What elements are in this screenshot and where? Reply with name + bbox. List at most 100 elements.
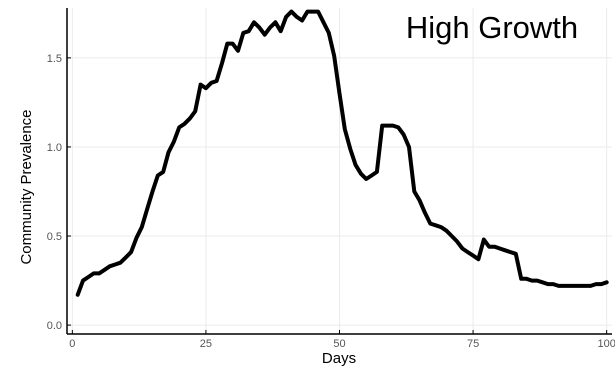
x-tick-label: 25 [200,338,212,350]
data-point [413,190,416,193]
data-point [333,55,335,57]
data-point [589,285,592,287]
data-point [536,279,538,282]
data-point [221,62,223,65]
data-point [205,87,207,89]
data-point [317,10,319,13]
data-point [466,251,469,253]
data-point [520,277,522,280]
data-point [552,283,555,285]
x-tick-label: 100 [597,338,615,350]
data-point [515,253,517,255]
data-point [397,126,400,129]
data-point [258,26,261,29]
data-point [269,26,271,29]
data-point [472,254,474,257]
data-point [498,247,501,250]
data-point [194,110,197,113]
data-point [381,124,384,127]
data-point [440,226,442,228]
data-point [354,163,357,166]
data-point [311,10,314,13]
data-point [338,92,341,95]
data-point [402,133,405,136]
data-point [146,208,148,211]
data-point [92,272,95,275]
y-tick-label: 0.5 [47,231,62,243]
data-point [450,235,453,237]
data-point [322,21,325,24]
x-axis-label: Days [322,350,356,367]
data-point [306,10,309,13]
data-point [434,224,437,227]
series-line [75,9,609,297]
x-tick-label: 75 [467,338,479,350]
data-point [295,16,298,18]
data-point [279,30,282,32]
data-point [365,178,368,180]
y-tick-label: 0.0 [47,320,62,332]
data-point [605,281,608,284]
data-point [135,237,138,239]
data-point [445,229,448,232]
data-point [124,256,127,259]
data-point [392,124,394,127]
data-point [183,122,186,125]
data-point [103,269,106,271]
data-point [98,272,100,275]
data-point [226,42,229,45]
data-point [557,285,560,287]
data-point [408,146,410,148]
data-point [360,172,362,175]
series [75,9,609,297]
data-point [424,212,426,214]
data-point [82,279,84,282]
data-point [328,32,330,34]
data-point [253,21,255,24]
data-point [178,126,181,129]
data-point [130,251,132,253]
data-point [482,238,485,241]
data-point [504,249,506,252]
data-point [141,226,143,228]
data-point [568,285,571,287]
data-point [210,82,213,84]
data-point [493,245,496,248]
data-point [87,276,90,278]
x-tick-label: 0 [69,338,75,350]
data-point [151,190,154,193]
data-point [237,49,239,52]
data-point [573,285,576,287]
data-point [157,174,159,177]
data-point [595,283,597,285]
data-point [119,261,122,264]
data-point [541,281,544,284]
data-point [162,171,164,173]
data-point [290,10,293,13]
data-point [301,19,303,22]
data-point [600,283,603,285]
data-point [418,199,421,202]
data-point [274,21,277,24]
data-point [173,140,175,143]
y-axis-label: Community Prevalence [18,109,35,264]
data-point [263,33,266,36]
y-tick-label: 1.0 [47,142,62,154]
data-point [242,32,245,34]
data-point [370,174,373,177]
data-point [167,151,170,154]
data-point [285,16,287,18]
data-point [108,265,111,268]
data-point [509,251,512,253]
data-point [531,279,533,282]
data-point [231,42,234,45]
data-point [386,124,389,127]
y-tick-label: 1.5 [47,53,62,65]
tick-labels: 0 25 50 75 100 0.0 0.5 1.0 1.5 [47,53,615,350]
data-point [547,283,549,285]
data-point [584,285,587,287]
data-point [114,263,116,266]
data-point [429,222,432,225]
